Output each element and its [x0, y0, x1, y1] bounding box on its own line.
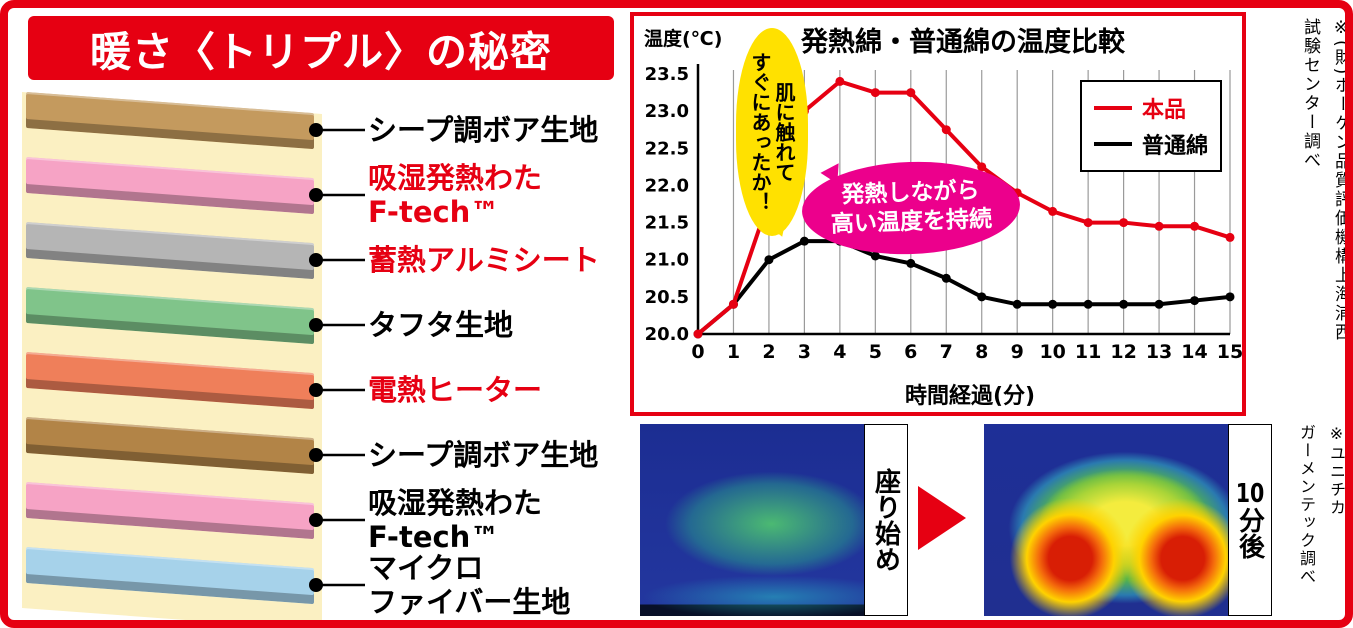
chart-legend: 本品 普通綿: [1079, 80, 1222, 172]
temperature-chart: 温度(℃) 発熱綿・普通綿の温度比較 20.0 20.5 21.0 21.5 22.0 2…: [630, 12, 1246, 416]
page-title: 暖さ〈トリプル〉の秘密: [28, 16, 614, 80]
svg-text:1: 1: [727, 341, 740, 363]
svg-text:14: 14: [1181, 341, 1207, 363]
layer-label-3: タフタ生地: [368, 308, 514, 342]
thermal-source-note: ※ユニチカ ガーメンテック調べ: [1288, 424, 1346, 616]
layer-label-7: マイクロ ファイバー生地: [368, 551, 571, 619]
svg-text:0: 0: [691, 341, 704, 363]
chart-xlabel: 時間経過(分): [904, 384, 1036, 409]
layer-label-6: 吸湿発熱わた F-tech™: [368, 486, 543, 554]
touch-callout-line-1: 肌に触れて: [772, 82, 796, 182]
thermal-label-start-text: 座り始め: [870, 468, 901, 572]
layer-label-2: 蓄熱アルミシート: [368, 243, 600, 277]
chart-source-note-line-1: ※(財)ボーケン品質評価機構上海浦西: [1331, 18, 1351, 343]
thermal-source-note-line-1: ※ユニチカ: [1327, 424, 1346, 517]
svg-text:10: 10: [1039, 341, 1065, 363]
svg-text:21.0: 21.0: [645, 250, 689, 271]
svg-text:23.5: 23.5: [645, 64, 689, 85]
product-line-swatch: [1093, 106, 1132, 110]
svg-text:20.5: 20.5: [645, 287, 689, 308]
chart-ylabel: 温度(℃): [644, 28, 723, 50]
svg-text:9: 9: [1011, 341, 1024, 363]
svg-text:22.5: 22.5: [645, 138, 689, 159]
chart-title: 発熱綿・普通綿の温度比較: [801, 27, 1125, 58]
svg-text:15: 15: [1217, 341, 1242, 363]
layer-label-4: 電熱ヒーター: [368, 373, 543, 407]
chart-source-note: ※(財)ボーケン品質評価機構上海浦西 試験センター調べ: [1292, 18, 1351, 422]
touch-callout-line-2: すぐにあったか！: [748, 52, 772, 212]
thermal-label-after-suffix: 分後: [1234, 507, 1265, 559]
svg-text:4: 4: [833, 341, 846, 363]
svg-text:7: 7: [940, 341, 953, 363]
touch-callout-text: 肌に触れて すぐにあったか！: [748, 52, 796, 212]
svg-text:13: 13: [1146, 341, 1172, 363]
layer-diagram: シープ調ボア生地 吸湿発熱わた F-tech™ 蓄熱アルミシート タフタ生地 電熱ヒーター…: [16, 92, 664, 620]
svg-text:2: 2: [762, 341, 775, 363]
layer-label-5: シープ調ボア生地: [368, 438, 599, 472]
svg-text:6: 6: [904, 341, 917, 363]
thermal-label-after: 10 分後: [1228, 424, 1272, 616]
chart-source-note-line-2: 試験センター調べ: [1300, 18, 1320, 170]
svg-text:12: 12: [1110, 341, 1136, 363]
svg-text:22.0: 22.0: [645, 175, 689, 196]
chart-plot: 20.0 20.5 21.0 21.5 22.0 22.5 23.0 23.5 0 1 2 3 4 5 6 7…: [645, 64, 1242, 363]
sustain-callout-line-2: 高い温度を持続: [830, 206, 993, 238]
svg-text:23.0: 23.0: [645, 101, 689, 122]
layer-label-1: 吸湿発熱わた F-tech™: [368, 161, 543, 229]
arrow-right-icon: [918, 486, 966, 550]
layer-label-0: シープ調ボア生地: [368, 113, 599, 147]
thermal-label-start: 座り始め: [864, 424, 908, 616]
legend-label-product: 本品: [1141, 98, 1186, 123]
thermal-comparison: 座り始め 10 分後 ※ユニチカ ガーメンテック調べ: [630, 424, 1345, 616]
thermal-source-note-line-2: ガーメンテック調べ: [1297, 424, 1316, 586]
svg-text:8: 8: [975, 341, 988, 363]
legend-row-product: 本品: [1093, 92, 1208, 124]
svg-text:21.5: 21.5: [645, 213, 689, 234]
legend-row-normal: 普通綿: [1093, 128, 1208, 160]
thermal-image-start: 座り始め: [640, 424, 908, 616]
svg-text:5: 5: [869, 341, 882, 363]
thermal-label-after-number: 10: [1235, 481, 1265, 507]
thermal-image-after: 10 分後: [984, 424, 1272, 616]
svg-text:3: 3: [798, 341, 811, 363]
touch-callout: 肌に触れて すぐにあったか！: [736, 28, 808, 236]
svg-text:20.0: 20.0: [645, 324, 689, 345]
legend-label-normal: 普通綿: [1141, 134, 1208, 159]
svg-text:11: 11: [1075, 341, 1101, 363]
normal-line-swatch: [1093, 142, 1132, 146]
